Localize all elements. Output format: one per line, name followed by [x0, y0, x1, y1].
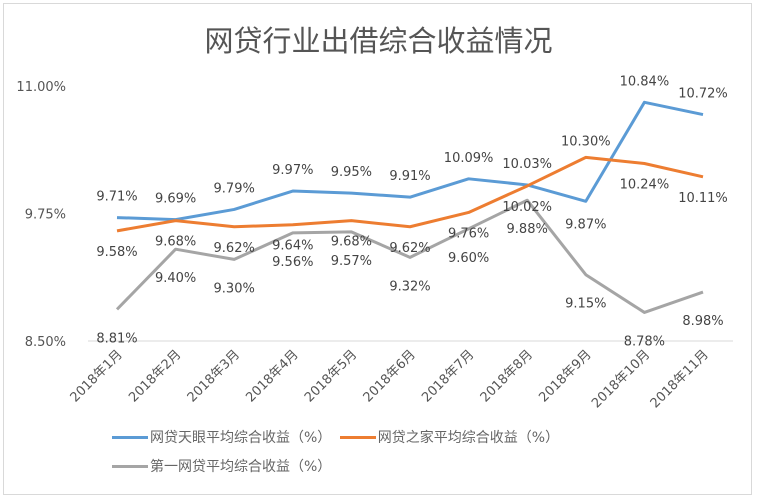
- legend-label: 第一网贷平均综合收益（%）: [150, 459, 332, 475]
- data-label: 10.11%: [678, 191, 728, 206]
- x-tick-label: 2018年6月: [361, 347, 419, 405]
- data-label: 9.32%: [389, 279, 430, 294]
- data-label: 9.87%: [565, 217, 606, 232]
- y-tick-label: 8.50%: [25, 335, 66, 350]
- data-label: 9.68%: [155, 235, 196, 250]
- data-label: 10.03%: [502, 157, 552, 172]
- data-label: 8.98%: [682, 314, 723, 329]
- x-tick-label: 2018年9月: [536, 347, 594, 405]
- data-label: 10.30%: [561, 134, 611, 149]
- series-line: [115, 198, 704, 314]
- x-tick-label: 2018年1月: [68, 347, 126, 405]
- x-tick-label: 2018年7月: [419, 347, 477, 405]
- y-tick-label: 9.75%: [25, 208, 66, 223]
- data-label: 9.91%: [389, 169, 430, 184]
- data-label: 9.40%: [155, 271, 196, 286]
- data-label: 9.69%: [155, 192, 196, 207]
- data-label: 9.71%: [96, 190, 137, 205]
- x-tick-label: 2018年10月: [589, 347, 653, 411]
- legend-label: 网贷之家平均综合收益（%）: [377, 430, 560, 446]
- data-label: 9.68%: [331, 235, 372, 250]
- x-tick-label: 2018年4月: [243, 347, 301, 405]
- data-label: 10.09%: [444, 151, 494, 166]
- data-label: 9.62%: [214, 241, 255, 256]
- data-label: 9.97%: [272, 163, 313, 178]
- chart-frame: [3, 3, 752, 495]
- data-label: 9.76%: [448, 226, 489, 241]
- data-label: 9.95%: [331, 165, 372, 180]
- legend-item: 网贷之家平均综合收益（%）: [339, 426, 560, 448]
- x-tick-label: 2018年8月: [478, 347, 536, 405]
- chart-title: 网贷行业出借综合收益情况: [204, 24, 553, 58]
- data-label: 9.79%: [214, 181, 255, 196]
- x-tick-label: 2018年2月: [126, 347, 184, 405]
- series-line: [116, 100, 704, 222]
- legend-label: 网贷天眼平均综合收益（%）: [150, 430, 332, 446]
- legend: 网贷天眼平均综合收益（%） 网贷之家平均综合收益（%） 第一网贷平均综合收益（%…: [112, 426, 672, 484]
- data-label: 8.81%: [96, 331, 137, 346]
- data-label: 9.58%: [96, 245, 137, 260]
- legend-swatch: [339, 435, 376, 439]
- legend-swatch: [112, 464, 148, 468]
- data-label: 9.57%: [331, 254, 372, 269]
- x-tick-label: 2018年3月: [185, 347, 243, 405]
- y-tick-label: 11.00%: [16, 80, 66, 95]
- data-label: 10.72%: [678, 87, 728, 102]
- data-label: 10.84%: [620, 74, 670, 89]
- data-label: 9.60%: [448, 251, 489, 266]
- data-label: 10.02%: [502, 200, 552, 215]
- data-label: 9.30%: [214, 281, 255, 296]
- x-tick-label: 2018年5月: [302, 347, 360, 405]
- data-label: 9.56%: [272, 255, 313, 270]
- data-label: 8.78%: [624, 334, 665, 349]
- x-tick-label: 2018年11月: [648, 347, 712, 411]
- data-label: 9.88%: [507, 222, 548, 237]
- data-label: 9.15%: [565, 297, 606, 312]
- data-label: 9.64%: [272, 239, 313, 254]
- legend-item: 网贷天眼平均综合收益（%）: [112, 426, 331, 448]
- data-label: 10.24%: [620, 178, 670, 193]
- legend-item: 第一网贷平均综合收益（%）: [112, 455, 331, 477]
- series-line: [116, 155, 704, 233]
- data-label: 9.62%: [389, 241, 430, 256]
- legend-swatch: [112, 435, 148, 439]
